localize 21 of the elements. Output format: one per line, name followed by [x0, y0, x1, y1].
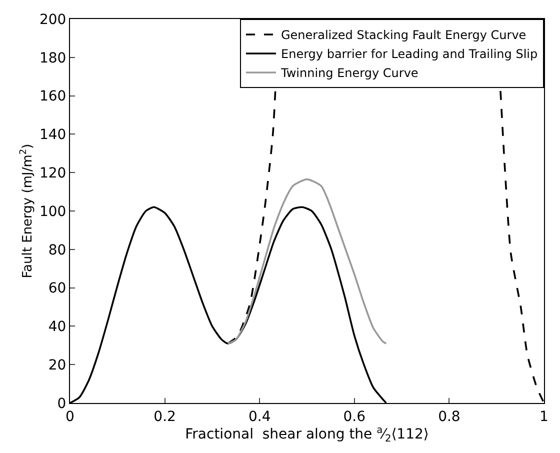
y-tick-label: 200 [39, 12, 66, 28]
x-tick-label: 0.6 [343, 408, 366, 425]
legend-label: Twinning Energy Curve [280, 66, 418, 80]
y-tick-label: 40 [48, 319, 66, 336]
line-series [226, 178, 388, 344]
y-tick-label: 60 [48, 280, 66, 297]
x-tick-label: 0.4 [248, 408, 271, 425]
y-tick-label: 20 [48, 358, 66, 374]
x-tick-label: 0.2 [154, 408, 176, 425]
x-tick-label: 1 [540, 408, 548, 425]
legend-label: Generalized Stacking Fault Energy Curve [281, 28, 526, 42]
y-tick-label: 80 [48, 242, 66, 258]
x-axis-title: Fractional shear along the $^{a}$⁄$_{2}$⟨112⟩ [185, 424, 429, 445]
y-tick-label: 140 [39, 127, 66, 144]
y-tick-label: 180 [39, 50, 66, 66]
x-tick-label: 0.8 [438, 408, 460, 425]
y-tick-label: 160 [39, 88, 66, 105]
y-tick-label: 120 [39, 166, 66, 182]
y-tick-label: 100 [39, 204, 66, 220]
legend-label: Energy barrier for Leading and Trailing Slip [281, 47, 538, 62]
y-tick-label: 0 [57, 396, 66, 412]
